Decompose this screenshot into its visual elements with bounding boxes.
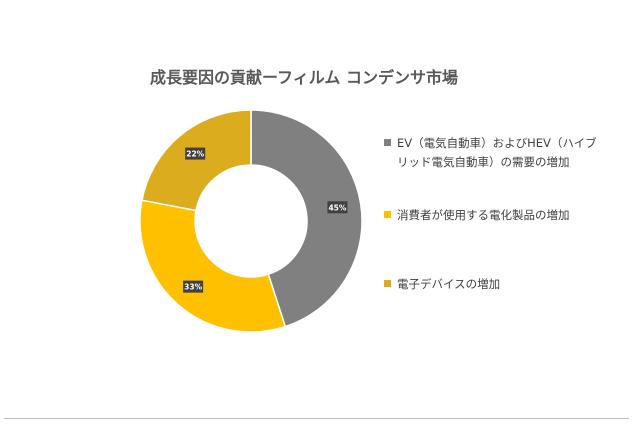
chart-title: 成長要因の貢献ーフィルム コンデンサ市場 — [150, 68, 458, 87]
data-label-text-consumer-appliances: 33% — [184, 283, 202, 292]
legend-swatch-consumer-appliances — [384, 211, 391, 218]
legend-item-consumer-appliances: 消費者が使用する電化製品の増加 — [384, 206, 607, 225]
legend-label-consumer-appliances: 消費者が使用する電化製品の増加 — [397, 208, 570, 222]
slice-electronic-devices — [141, 109, 252, 212]
slice-consumer-appliances — [139, 199, 287, 333]
data-label-box-consumer-appliances — [183, 280, 204, 293]
data-label-consumer-appliances: 33% — [183, 280, 204, 293]
data-label-text-electronic-devices: 22% — [186, 150, 204, 159]
data-label-ev-hev: 45% — [327, 201, 348, 214]
data-label-box-electronic-devices — [185, 147, 206, 160]
legend-swatch-electronic-devices — [384, 280, 391, 287]
data-label-text-ev-hev: 45% — [328, 203, 346, 212]
data-labels-group: 45% 33% 22% — [183, 147, 348, 293]
legend-item-ev-hev: EV（電気自動車）およびHEV（ハイブリッド電気自動車）の需要の増加 — [384, 134, 607, 172]
legend-item-electronic-devices: 電子デバイスの増加 — [384, 275, 607, 294]
slices-group — [139, 109, 363, 333]
slice-ev-hev — [250, 109, 363, 328]
data-label-box-ev-hev — [327, 201, 348, 214]
legend-label-electronic-devices: 電子デバイスの増加 — [397, 277, 501, 291]
data-label-electronic-devices: 22% — [185, 147, 206, 160]
legend-swatch-ev-hev — [384, 139, 391, 146]
legend-label-ev-hev: EV（電気自動車）およびHEV（ハイブリッド電気自動車）の需要の増加 — [397, 136, 597, 169]
